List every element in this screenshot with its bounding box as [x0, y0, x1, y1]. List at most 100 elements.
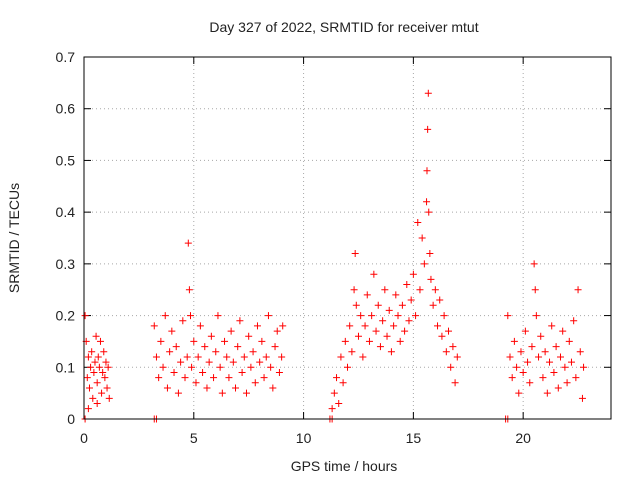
- data-point: [103, 384, 111, 392]
- data-point: [418, 234, 426, 242]
- y-tick-labels: 0 0.1 0.2 0.3 0.4 0.5 0.6 0.7: [56, 49, 76, 427]
- data-point: [225, 374, 233, 382]
- data-point: [451, 379, 459, 387]
- x-tick-label: 15: [406, 430, 422, 446]
- data-point: [335, 399, 343, 407]
- data-point: [100, 348, 108, 356]
- data-point: [344, 363, 351, 371]
- data-point: [278, 353, 286, 361]
- data-point: [104, 363, 112, 371]
- data-point: [409, 270, 417, 278]
- y-tick-label: 0.4: [56, 204, 76, 220]
- data-point: [99, 368, 107, 376]
- data-point: [157, 337, 165, 345]
- data-point: [240, 353, 248, 361]
- data-point: [92, 332, 100, 340]
- data-point: [170, 368, 178, 376]
- data-point: [539, 374, 547, 382]
- data-point: [429, 301, 437, 309]
- data-point: [328, 405, 336, 413]
- data-point: [166, 348, 174, 356]
- data-point: [403, 281, 411, 289]
- data-point: [105, 394, 113, 402]
- data-point: [546, 358, 554, 366]
- data-points: [81, 89, 588, 423]
- data-point: [201, 343, 209, 351]
- data-point: [89, 394, 97, 402]
- y-tick-label: 0.2: [56, 308, 76, 324]
- data-point: [517, 348, 525, 356]
- data-point: [242, 389, 250, 397]
- data-point: [521, 327, 529, 335]
- data-point: [394, 312, 402, 320]
- data-point: [374, 301, 382, 309]
- x-tick-label: 10: [296, 430, 312, 446]
- data-point: [567, 358, 575, 366]
- data-point: [537, 332, 545, 340]
- data-point: [212, 348, 220, 356]
- data-point: [190, 337, 198, 345]
- data-point: [548, 322, 556, 330]
- data-point: [256, 358, 264, 366]
- data-point: [181, 374, 189, 382]
- plot-frame: [83, 56, 612, 420]
- x-tick-labels: 0 5 10 15 20: [80, 430, 531, 446]
- x-axis-label: GPS time / hours: [291, 458, 398, 474]
- data-point: [532, 312, 540, 320]
- x-tick-label: 5: [190, 430, 198, 446]
- data-point: [368, 312, 376, 320]
- data-point: [186, 312, 194, 320]
- data-point: [205, 358, 213, 366]
- data-point: [559, 327, 567, 335]
- data-point: [155, 374, 163, 382]
- data-point: [401, 327, 409, 335]
- data-point: [578, 394, 586, 402]
- y-tick-label: 0.6: [56, 101, 76, 117]
- data-point: [269, 384, 277, 392]
- data-point: [84, 405, 92, 413]
- data-point: [424, 125, 432, 133]
- data-point: [341, 337, 349, 345]
- data-point: [354, 332, 362, 340]
- data-point: [572, 374, 580, 382]
- data-point: [84, 353, 92, 361]
- data-point: [416, 286, 424, 294]
- data-point: [234, 343, 242, 351]
- data-point: [387, 348, 395, 356]
- data-point: [449, 343, 457, 351]
- data-point: [423, 167, 431, 175]
- data-point: [447, 363, 455, 371]
- data-point: [249, 348, 257, 356]
- data-point: [194, 353, 202, 361]
- y-tick-label: 0.7: [56, 49, 76, 65]
- data-point: [267, 363, 275, 371]
- data-point: [216, 363, 224, 371]
- data-point: [161, 312, 169, 320]
- data-point: [420, 260, 428, 268]
- data-point: [379, 317, 387, 325]
- data-point: [526, 379, 534, 387]
- data-point: [337, 353, 345, 361]
- data-point: [543, 389, 551, 397]
- data-point: [510, 337, 518, 345]
- data-point: [185, 286, 193, 294]
- data-point: [238, 368, 246, 376]
- data-point: [427, 275, 435, 283]
- data-point: [159, 363, 167, 371]
- data-point: [102, 358, 110, 366]
- data-point: [98, 389, 106, 397]
- data-point: [91, 358, 99, 366]
- data-point: [174, 389, 182, 397]
- data-point: [183, 353, 191, 361]
- data-point: [412, 312, 420, 320]
- data-point: [531, 286, 539, 294]
- data-point: [425, 208, 433, 216]
- data-point: [214, 312, 222, 320]
- data-point: [94, 353, 102, 361]
- data-point: [515, 389, 523, 397]
- data-point: [351, 250, 359, 258]
- data-point: [405, 317, 413, 325]
- data-point: [381, 286, 389, 294]
- data-point: [550, 368, 558, 376]
- data-point: [251, 379, 259, 387]
